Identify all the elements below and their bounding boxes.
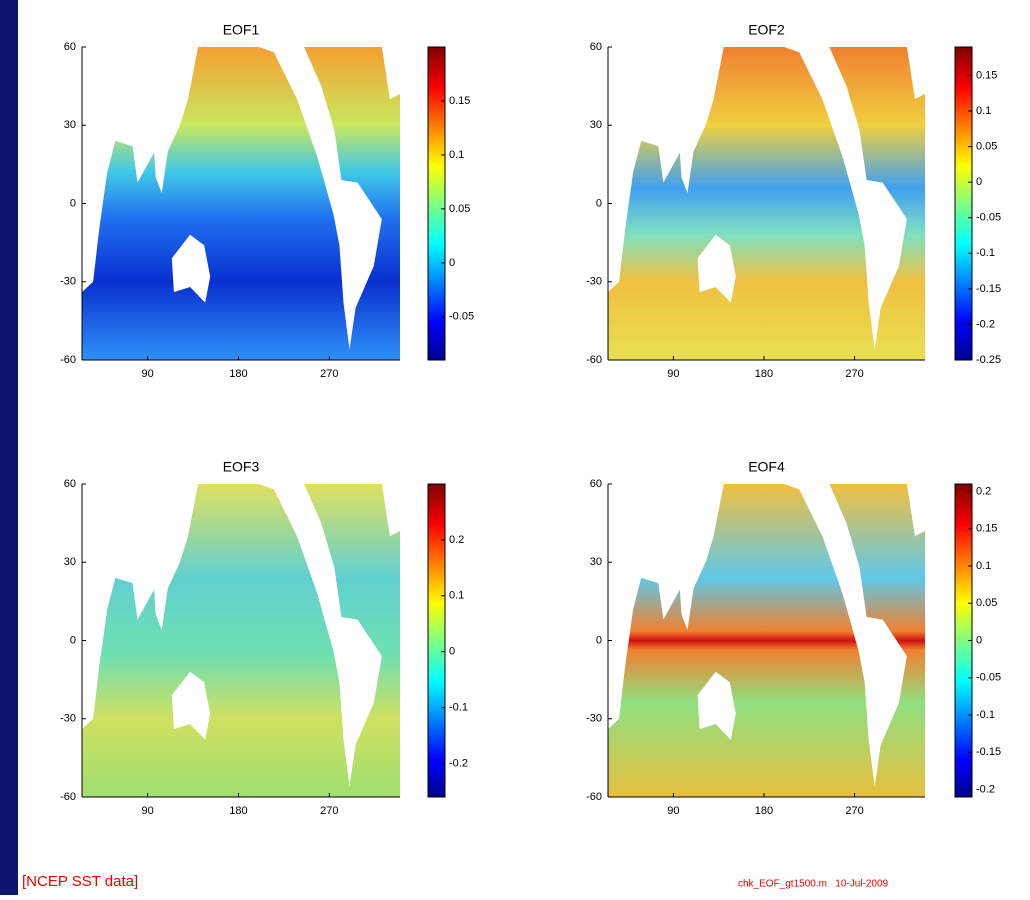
x-tick-label: 270 [845,368,863,380]
land [82,47,158,293]
y-tick-label: 60 [590,478,602,490]
y-tick-label: -60 [60,354,76,366]
y-tick-label: -30 [60,713,76,725]
colorbar-tick-label: 0.15 [976,69,997,81]
x-tick-label: 90 [141,368,153,380]
y-tick-label: 30 [64,119,76,131]
x-tick-label: 90 [667,368,679,380]
map [608,47,925,360]
y-tick-label: 60 [64,478,76,490]
x-tick-label: 180 [229,805,247,817]
land [171,671,211,740]
land [258,47,382,350]
land [153,484,199,631]
panel-title: EOF4 [748,459,785,475]
x-tick-label: 90 [141,805,153,817]
colorbar-tick-label: -0.2 [976,783,995,795]
land [784,47,907,350]
land [608,47,684,293]
x-tick-label: 180 [755,805,773,817]
colorbar [427,483,446,798]
footer-note: chk_EOF_gt1500.m 10-Jul-2009 [738,879,889,890]
x-tick-label: 270 [320,805,338,817]
land [381,484,400,537]
source-label: [NCEP SST data] [22,873,138,890]
colorbar-tick-label: -0.1 [449,701,468,713]
panel-title: EOF1 [223,22,260,38]
colorbar-tick-label: 0.1 [976,560,991,572]
map [82,47,400,360]
colorbar-tick-label: -0.2 [449,757,468,769]
y-tick-label: 30 [590,119,602,131]
colorbar-tick-label: 0.1 [449,590,464,602]
map [608,484,925,797]
y-tick-label: -30 [586,276,602,288]
land [906,47,925,100]
colorbar-tick-label: 0.05 [976,597,997,609]
y-tick-label: -30 [586,713,602,725]
colorbar-tick-label: 0.05 [976,140,997,152]
land [171,234,211,303]
colorbar-tick-label: 0.1 [449,149,464,161]
colorbar-tick-label: -0.05 [976,212,1001,224]
colorbar-tick-label: 0.15 [976,523,997,535]
land [608,484,684,730]
colorbar-tick-label: 0 [976,176,982,188]
y-tick-label: 0 [70,197,76,209]
land [784,484,907,787]
land [258,484,382,787]
land [82,484,158,730]
colorbar-tick-label: -0.05 [976,672,1001,684]
colorbar-tick-label: -0.2 [976,318,995,330]
land [697,671,736,740]
x-tick-label: 180 [755,368,773,380]
colorbar [954,46,973,361]
colorbar-tick-label: 0 [976,634,982,646]
colorbar-tick-label: 0.2 [976,485,991,497]
panel-title: EOF3 [223,459,260,475]
y-tick-label: -30 [60,276,76,288]
panel-title: EOF2 [748,22,785,38]
x-tick-label: 270 [320,368,338,380]
colorbar-tick-label: 0.2 [449,534,464,546]
y-tick-label: -60 [60,791,76,803]
y-tick-label: -60 [586,354,602,366]
y-tick-label: 30 [64,556,76,568]
y-tick-label: 60 [590,41,602,53]
colorbar-tick-label: -0.1 [976,709,995,721]
x-tick-label: 270 [845,805,863,817]
y-tick-label: 30 [590,556,602,568]
land [381,47,400,100]
land [153,47,199,194]
colorbar-tick-label: 0 [449,257,455,269]
land [697,234,736,303]
y-tick-label: -60 [586,791,602,803]
colorbar-tick-label: -0.1 [976,247,995,259]
colorbar-tick-label: 0.05 [449,203,470,215]
x-tick-label: 180 [229,368,247,380]
colorbar-tick-label: -0.25 [976,354,1001,366]
y-tick-label: 0 [70,634,76,646]
colorbar [427,46,446,361]
colorbar-tick-label: -0.05 [449,311,474,323]
land [679,47,724,194]
x-tick-label: 90 [667,805,679,817]
colorbar-tick-label: -0.15 [976,283,1001,295]
colorbar-tick-label: 0 [449,646,455,658]
y-tick-label: 0 [596,634,602,646]
slide-border [0,0,18,895]
map [82,484,400,797]
colorbar-tick-label: 0.15 [449,95,470,107]
land [679,484,724,631]
colorbar-tick-label: -0.15 [976,746,1001,758]
y-tick-label: 60 [64,41,76,53]
colorbar-tick-label: 0.1 [976,105,991,117]
land [906,484,925,537]
y-tick-label: 0 [596,197,602,209]
